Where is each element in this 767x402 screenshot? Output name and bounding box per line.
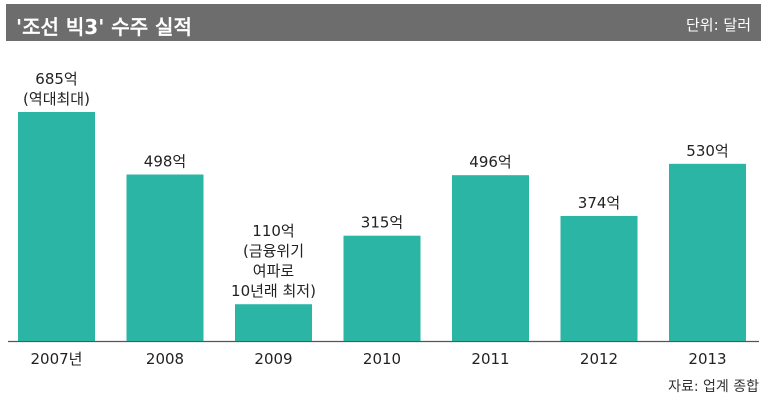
bar-2013 [669, 163, 746, 341]
data-label: 10년래 최저) [231, 282, 316, 300]
chart-header: '조선 빅3' 수주 실적 단위: 달러 [6, 4, 761, 41]
category-label: 2007년 [31, 350, 83, 368]
bar-2008 [126, 174, 204, 341]
data-label: 496억 [469, 153, 511, 171]
data-label: 530억 [686, 142, 728, 160]
bar-2012 [560, 215, 638, 341]
category-label: 2009 [254, 350, 292, 368]
data-label: 여파로 [253, 262, 295, 280]
source-note: 자료: 업계 종합 [668, 379, 759, 395]
category-label: 2013 [688, 350, 726, 368]
category-label: 2012 [580, 350, 618, 368]
unit-label: 단위: 달러 [685, 16, 751, 34]
category-label: 2010 [363, 350, 401, 368]
data-label: 374억 [578, 194, 620, 212]
data-label: 685억 [35, 70, 77, 88]
category-label: 2011 [471, 350, 509, 368]
bar-2007년 [18, 112, 95, 341]
bar-2010 [343, 235, 421, 341]
bar-2009 [235, 304, 312, 341]
data-label: (금융위기 [243, 242, 304, 260]
bar-2011 [452, 175, 529, 341]
data-label: 110억 [252, 222, 294, 240]
data-label: 315억 [361, 214, 403, 232]
chart-title: '조선 빅3' 수주 실적 [16, 15, 192, 39]
data-label: 498억 [144, 153, 186, 171]
data-label: (역대최대) [23, 90, 90, 108]
category-label: 2008 [146, 350, 184, 368]
